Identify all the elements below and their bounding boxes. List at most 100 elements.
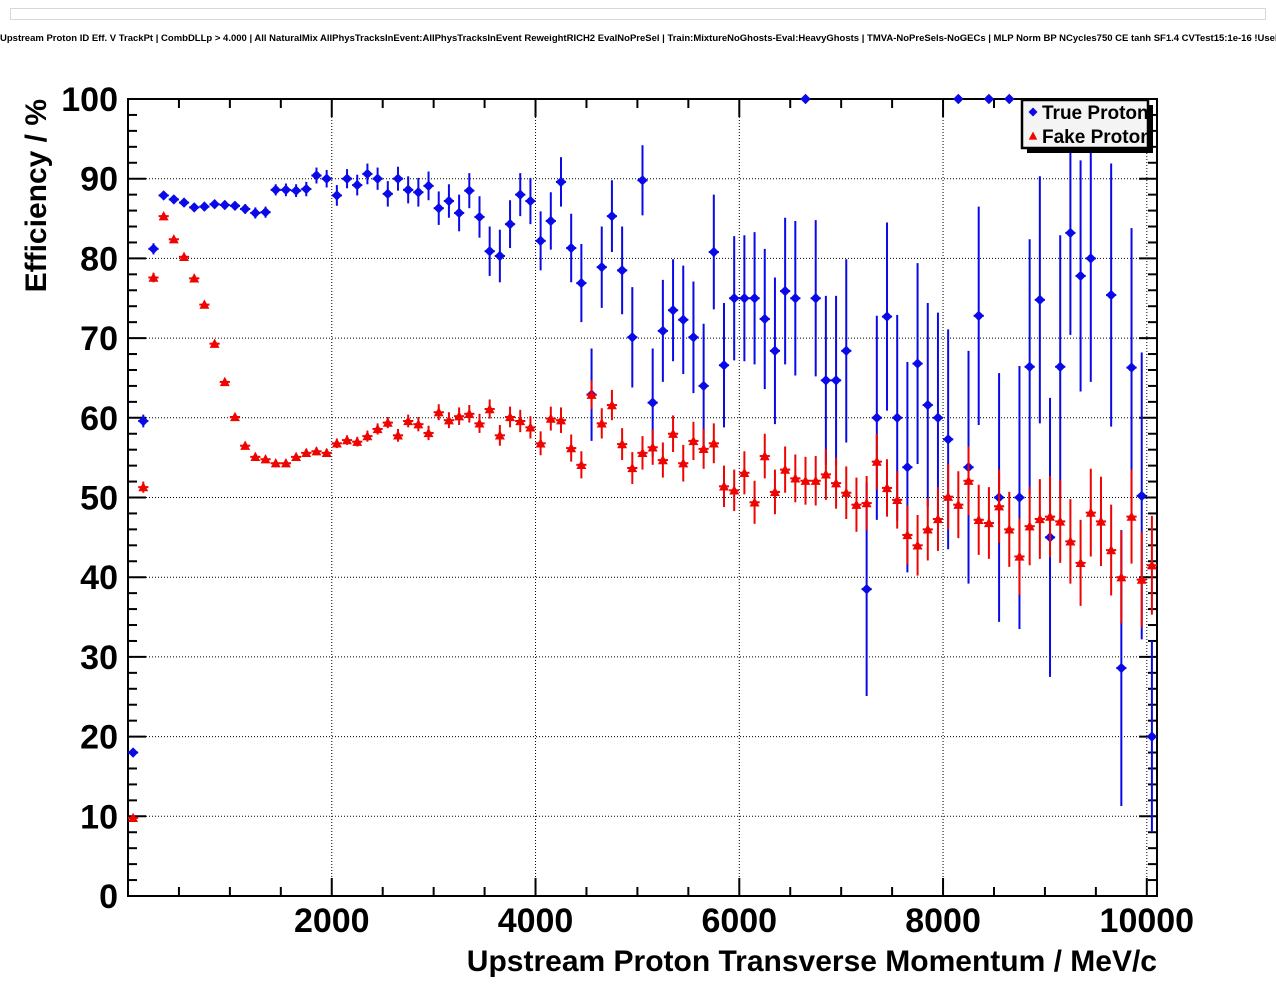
data-marker-triangle	[301, 447, 312, 458]
data-marker-diamond	[1136, 490, 1147, 502]
data-marker-triangle	[902, 529, 913, 540]
data-marker-triangle	[841, 487, 852, 497]
data-marker-triangle	[1085, 507, 1096, 517]
data-marker-diamond	[209, 199, 220, 210]
data-marker-triangle	[362, 430, 373, 441]
data-marker-diamond	[912, 358, 923, 369]
data-marker-diamond	[871, 412, 883, 423]
data-marker-diamond	[688, 332, 699, 343]
data-marker-triangle	[1075, 557, 1086, 568]
data-marker-triangle	[515, 415, 526, 426]
legend: True Proton Fake Proton	[1020, 98, 1153, 153]
data-marker-triangle	[831, 477, 842, 488]
data-marker-diamond	[1075, 270, 1086, 282]
data-marker-diamond	[830, 375, 842, 386]
data-marker-diamond	[127, 747, 139, 758]
data-marker-diamond	[973, 310, 984, 321]
data-marker-triangle	[433, 407, 444, 417]
data-marker-diamond	[881, 311, 893, 322]
x-tick-label: 2000	[294, 902, 370, 940]
data-marker-diamond	[790, 293, 801, 304]
data-marker-diamond	[453, 207, 465, 219]
data-marker-diamond	[239, 203, 251, 215]
data-marker-triangle	[729, 485, 740, 495]
data-marker-diamond	[606, 210, 618, 222]
data-marker-triangle	[933, 513, 943, 524]
y-tick-label: 70	[80, 320, 118, 358]
data-marker-triangle	[586, 389, 597, 399]
data-marker-triangle	[352, 436, 363, 446]
series-fake-proton	[128, 210, 1157, 823]
data-marker-diamond	[423, 180, 434, 192]
data-marker-triangle	[617, 438, 628, 449]
data-marker-diamond	[178, 197, 190, 208]
data-marker-diamond	[637, 175, 648, 186]
data-marker-triangle	[606, 399, 617, 410]
data-marker-triangle	[637, 447, 648, 458]
data-marker-diamond	[504, 218, 516, 230]
data-marker-triangle	[270, 458, 281, 468]
legend-label: Fake Proton	[1042, 127, 1152, 148]
data-marker-diamond	[280, 184, 292, 196]
data-marker-triangle	[566, 442, 577, 453]
data-marker-triangle	[138, 481, 149, 492]
data-marker-diamond	[1126, 362, 1137, 373]
data-marker-triangle	[800, 475, 811, 485]
data-marker-triangle	[291, 451, 302, 462]
data-marker-triangle	[199, 299, 210, 309]
data-marker-triangle	[545, 413, 556, 423]
data-marker-triangle	[1045, 511, 1055, 521]
data-marker-diamond	[545, 215, 557, 227]
data-marker-diamond	[565, 242, 577, 254]
data-marker-triangle	[871, 456, 882, 466]
data-marker-diamond	[698, 380, 709, 392]
data-marker-diamond	[464, 185, 475, 196]
data-marker-diamond	[402, 184, 414, 196]
data-marker-diamond	[443, 195, 455, 207]
data-marker-triangle	[1004, 524, 1015, 534]
data-marker-diamond	[922, 399, 933, 411]
y-axis-labels: 0 10 20 30 40 50 60 70 80 90 100	[61, 81, 118, 916]
data-marker-diamond	[1055, 361, 1066, 372]
data-marker-diamond	[1105, 289, 1117, 301]
data-marker-diamond	[321, 173, 332, 184]
x-tick-label: 4000	[498, 902, 574, 940]
data-marker-triangle	[1106, 544, 1117, 555]
data-marker-diamond	[433, 202, 444, 214]
y-tick-label: 40	[80, 559, 118, 597]
y-tick-label: 10	[80, 798, 118, 836]
data-marker-triangle	[1028, 131, 1038, 140]
data-marker-diamond	[535, 235, 546, 247]
data-marker-diamond	[576, 277, 587, 289]
x-tick-label: 8000	[905, 902, 981, 940]
data-marker-triangle	[189, 273, 200, 283]
y-tick-label: 0	[99, 878, 118, 916]
data-marker-diamond	[739, 293, 750, 304]
data-marker-triangle	[1014, 551, 1025, 561]
data-marker-diamond	[168, 194, 180, 205]
data-marker-triangle	[382, 417, 393, 427]
y-tick-label: 50	[80, 480, 118, 518]
data-marker-triangle	[454, 411, 465, 421]
data-marker-triangle	[739, 467, 750, 477]
data-marker-diamond	[627, 332, 638, 343]
data-marker-triangle	[505, 411, 515, 422]
data-marker-triangle	[749, 497, 760, 507]
data-marker-triangle	[912, 540, 923, 550]
data-marker-diamond	[983, 93, 995, 105]
y-tick-label: 60	[80, 400, 118, 438]
data-marker-triangle	[393, 430, 403, 440]
data-marker-diamond	[1146, 731, 1158, 742]
data-marker-diamond	[372, 173, 383, 184]
data-marker-triangle	[423, 427, 434, 438]
data-marker-triangle	[994, 501, 1005, 511]
data-marker-triangle	[973, 514, 984, 524]
data-marker-diamond	[800, 93, 811, 105]
x-tick-label: 6000	[701, 902, 777, 940]
y-tick-label: 80	[80, 240, 118, 278]
data-marker-diamond	[942, 434, 954, 445]
data-marker-diamond	[678, 314, 689, 325]
data-marker-triangle	[820, 469, 831, 479]
data-marker-diamond	[902, 462, 913, 473]
